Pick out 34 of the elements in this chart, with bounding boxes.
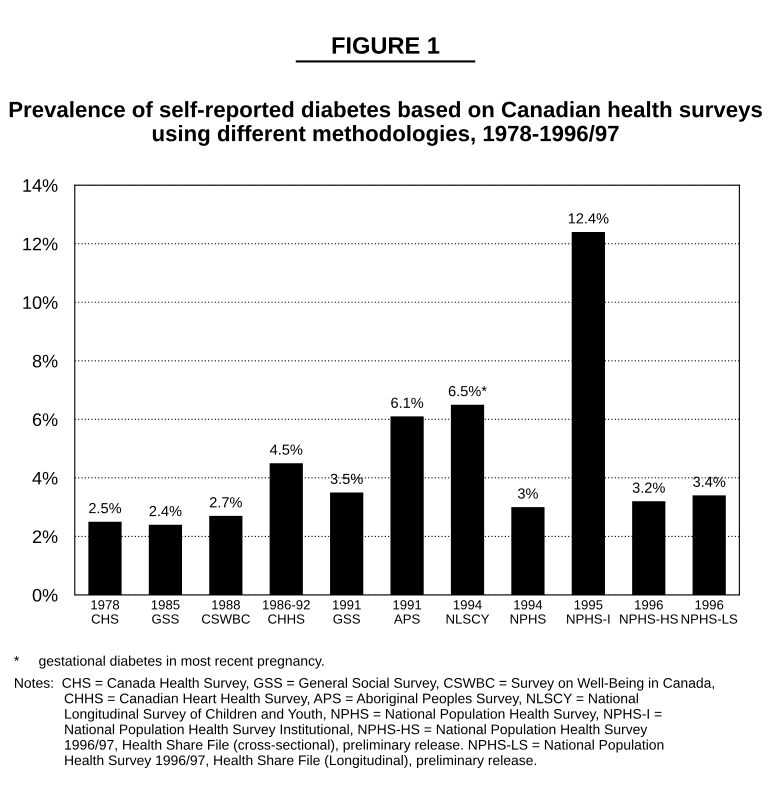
data-label: 2.5%	[89, 503, 122, 514]
text: Notes: CHS = Canada Health Survey, GSS = General Social Survey, CSWBC = Survey on Well-Being in Canada, CHHS = Canadian Heart Health Survey, APS = Aboriginal Peoples Survey, NLSCY = National Longitudinal Survey of Children and Youth, NPHS = National Population Health Survey, NPHS-I = National Population Health Survey Institutional, NPHS-HS = National Population Health Survey 1996/97, Health Share File (cross-sectional), preliminary release. NPHS-LS = National Population Health Survey 1996/97, Health Share File (Longitudinal), preliminary release.	[15, 678, 714, 768]
data-label: 3%	[518, 488, 538, 499]
data-label: 2.4%	[150, 506, 182, 516]
y-tick-label: 14%	[23, 179, 58, 192]
data-label: 3.5%	[330, 474, 363, 484]
chart-title: FIGURE 1	[332, 37, 440, 54]
x-tick-label: 1996 NPHS-HS	[620, 600, 678, 624]
y-tick-label: 2%	[32, 530, 58, 544]
x-tick-label: 1985 GSS	[152, 600, 180, 624]
y-tick-label: 12%	[23, 238, 58, 250]
x-tick-label: 1994 NLSCY	[446, 600, 490, 624]
data-label: 12.4%	[568, 213, 608, 224]
x-tick-label: 1991 APS	[393, 600, 422, 624]
y-tick-label: 4%	[32, 472, 58, 485]
y-tick-label: 10%	[23, 296, 58, 309]
data-label: 3.4%	[693, 476, 726, 487]
x-tick-label: 1991 GSS	[333, 600, 361, 624]
x-tick-label: 1978 CHS	[91, 600, 120, 624]
data-label: 6.5%*	[448, 386, 487, 396]
data-label: 6.1%	[391, 398, 424, 408]
chart-subtitle: Prevalence of self-reported diabetes based on Canadian health surveys using different methodologies, 1978-1996/97	[10, 101, 762, 146]
x-tick-label: 1995 NPHS-I	[567, 600, 610, 624]
data-label: 3.2%	[632, 482, 665, 493]
text: * gestational diabetes in most recent pregnancy.	[14, 656, 324, 669]
data-label: 4.5%	[270, 444, 302, 455]
data-label: 2.7%	[210, 497, 242, 508]
x-tick-label: 1996 NPHS-LS	[682, 600, 738, 624]
y-tick-label: 6%	[32, 413, 58, 426]
x-tick-label: 1986-92 CHHS	[263, 600, 310, 624]
x-tick-label: 1988 CSWBC	[202, 600, 250, 624]
y-tick-label: 0%	[32, 588, 58, 602]
y-tick-label: 8%	[32, 354, 58, 368]
x-tick-label: 1994 NPHS	[510, 600, 546, 624]
